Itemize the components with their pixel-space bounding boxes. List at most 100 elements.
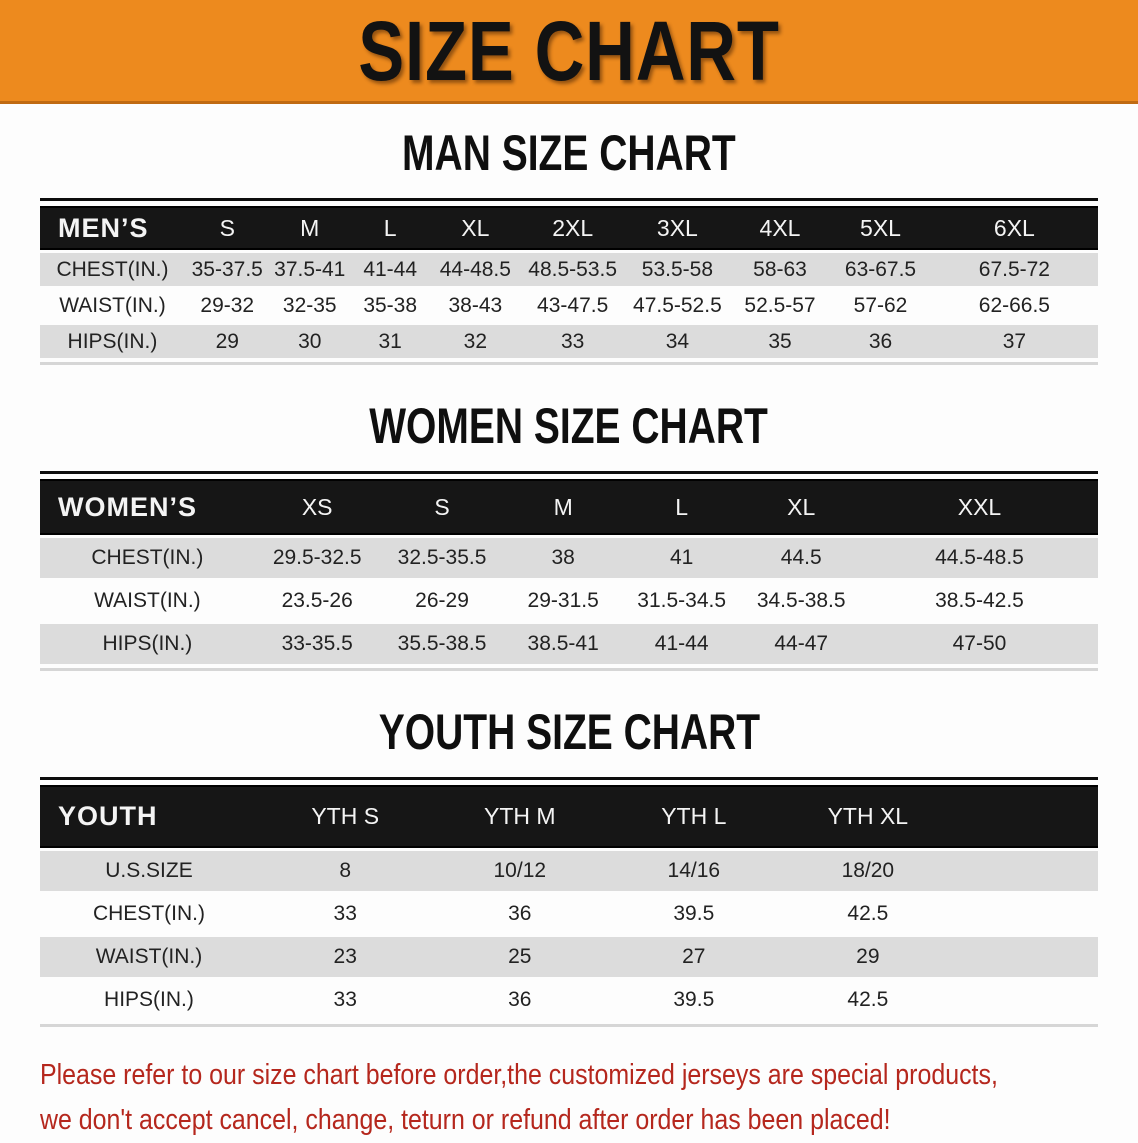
measurement-value: 34	[625, 325, 730, 358]
man-size-section: MAN SIZE CHART MEN’S S M L XL 2XL 3XL 4XL 5XL 6XL…	[0, 128, 1138, 365]
measurement-value: 27	[607, 937, 781, 977]
row-label: CHEST(IN.)	[40, 253, 185, 286]
size-column-header: S	[379, 479, 505, 535]
row-label: HIPS(IN.)	[40, 325, 185, 358]
measurement-value: 47.5-52.5	[633, 293, 722, 317]
measurement-value: 25	[432, 937, 608, 977]
size-column-header: XXL	[860, 479, 1098, 535]
measurement-value-spacer	[955, 851, 1098, 891]
measurement-value: 62-66.5	[978, 293, 1050, 317]
measurement-value: 41-44	[621, 624, 742, 664]
measurement-row: CHEST(IN.) 29.5-32.5 32.5-35.5 38 41 44.5 44.5…	[40, 538, 1098, 578]
measurement-value: 35-37.5	[184, 253, 270, 286]
youth-size-section: YOUTH SIZE CHART YOUTH YTH S YTH M YTH L YTH…	[0, 707, 1138, 1027]
measurement-value: 38-43	[448, 293, 503, 317]
measurement-row: HIPS(IN.) 29 30 31 32 33 34 35 36 37	[40, 325, 1098, 358]
measurement-value: 32	[430, 325, 521, 358]
measurement-value: 29	[184, 325, 270, 358]
measurement-value: 58-63	[729, 253, 831, 286]
measurement-value: 29-32	[200, 293, 255, 317]
measurement-value: 14/16	[607, 851, 781, 891]
size-column-header: 3XL	[625, 206, 730, 250]
size-column-header: XL	[741, 479, 861, 535]
man-size-title: MAN SIZE CHART	[402, 125, 736, 181]
size-column-header: 2XL	[520, 206, 626, 250]
youth-size-table: YOUTH YTH S YTH M YTH L YTH XL U.S.SIZE 8 10/12…	[40, 782, 1098, 1023]
measurement-value: 33	[333, 902, 357, 925]
measurement-value: 23	[257, 937, 433, 977]
order-policy-note: Please refer to our size chart before or…	[40, 1053, 1138, 1143]
measurement-value: 29	[780, 937, 956, 977]
measurement-value: 31.5-34.5	[637, 589, 727, 612]
size-column-header: YTH M	[432, 785, 608, 848]
measurement-value: 63-67.5	[830, 253, 931, 286]
measurement-value: 32.5-35.5	[379, 538, 505, 578]
measurement-value: 39.5	[673, 902, 715, 925]
size-column-header: M	[269, 206, 350, 250]
size-column-header: YTH XL	[780, 785, 956, 848]
measurement-row: WAIST(IN.) 23.5-26 26-29 29-31.5 31.5-34.5 34…	[40, 581, 1098, 621]
measurement-value: 38	[504, 538, 622, 578]
size-column-header: L	[621, 479, 742, 535]
row-label: HIPS(IN.)	[40, 624, 255, 664]
measurement-value: 48.5-53.5	[520, 253, 626, 286]
measurement-value: 53.5-58	[625, 253, 730, 286]
measurement-value: 43-47.5	[537, 293, 609, 317]
youth-size-table-wrap: YOUTH YTH S YTH M YTH L YTH XL U.S.SIZE 8 10/12…	[40, 777, 1098, 1027]
row-label: WAIST(IN.)	[59, 293, 166, 317]
measurement-value-spacer	[955, 937, 1098, 977]
size-column-header: 6XL	[930, 206, 1098, 250]
row-label: U.S.SIZE	[40, 851, 258, 891]
measurement-value: 33-35.5	[254, 624, 380, 664]
measurement-value: 23.5-26	[281, 589, 353, 612]
size-column-header-spacer	[955, 785, 1098, 848]
measurement-row: U.S.SIZE 8 10/12 14/16 18/20	[40, 851, 1098, 891]
row-label: WAIST(IN.)	[94, 589, 201, 612]
measurement-value: 37	[930, 325, 1098, 358]
measurement-value: 42.5	[847, 988, 889, 1011]
measurement-value-spacer	[955, 894, 1098, 934]
row-label: HIPS(IN.)	[104, 988, 194, 1011]
table-group-label: MEN’S	[40, 206, 185, 250]
measurement-value: 67.5-72	[930, 253, 1098, 286]
measurement-value: 44-48.5	[430, 253, 521, 286]
measurement-value: 35-38	[363, 293, 418, 317]
measurement-value: 36	[508, 902, 532, 925]
size-chart-banner: SIZE CHART	[0, 0, 1138, 104]
row-label: CHEST(IN.)	[92, 902, 205, 925]
measurement-value: 44.5-48.5	[860, 538, 1098, 578]
measurement-value: 33	[333, 988, 357, 1011]
women-size-section: WOMEN SIZE CHART WOMEN’S XS S M L XL XXL CHEST(…	[0, 401, 1138, 671]
men-size-table-wrap: MEN’S S M L XL 2XL 3XL 4XL 5XL 6XL CHEST(IN.) 35-37…	[40, 198, 1098, 365]
measurement-row: WAIST(IN.) 29-32 32-35 35-38 38-43 43-47.5 47.…	[40, 289, 1098, 322]
measurement-row: HIPS(IN.) 33-35.5 35.5-38.5 38.5-41 41-44 44-…	[40, 624, 1098, 664]
measurement-value: 33	[520, 325, 626, 358]
size-column-header: YTH S	[257, 785, 433, 848]
table-group-label: WOMEN’S	[40, 479, 255, 535]
row-label: WAIST(IN.)	[40, 937, 258, 977]
size-column-header: L	[349, 206, 431, 250]
size-column-header: 4XL	[729, 206, 831, 250]
measurement-value: 44.5	[741, 538, 861, 578]
men-size-table: MEN’S S M L XL 2XL 3XL 4XL 5XL 6XL CHEST(IN.) 35-37…	[40, 203, 1098, 361]
row-label: CHEST(IN.)	[40, 538, 255, 578]
measurement-value: 42.5	[847, 902, 889, 925]
measurement-value: 37.5-41	[269, 253, 350, 286]
measurement-row: WAIST(IN.) 23 25 27 29	[40, 937, 1098, 977]
size-column-header: YTH L	[607, 785, 781, 848]
measurement-value: 36	[508, 988, 532, 1011]
measurement-value: 35	[729, 325, 831, 358]
measurement-value: 18/20	[780, 851, 956, 891]
measurement-row: HIPS(IN.) 33 36 39.5 42.5	[40, 980, 1098, 1020]
measurement-value: 38.5-41	[504, 624, 622, 664]
size-column-header: M	[504, 479, 622, 535]
measurement-value: 41-44	[349, 253, 431, 286]
measurement-value-spacer	[955, 980, 1098, 1020]
measurement-value: 35.5-38.5	[379, 624, 505, 664]
size-table-header-row: MEN’S S M L XL 2XL 3XL 4XL 5XL 6XL	[40, 206, 1098, 250]
measurement-value: 47-50	[860, 624, 1098, 664]
size-table-header-row: WOMEN’S XS S M L XL XXL	[40, 479, 1098, 535]
size-column-header: XS	[254, 479, 380, 535]
measurement-value: 52.5-57	[744, 293, 816, 317]
measurement-value: 29.5-32.5	[254, 538, 380, 578]
